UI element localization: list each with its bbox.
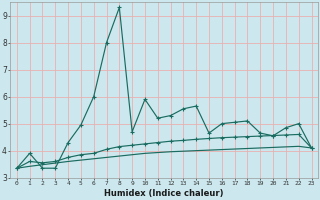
X-axis label: Humidex (Indice chaleur): Humidex (Indice chaleur) — [104, 189, 224, 198]
